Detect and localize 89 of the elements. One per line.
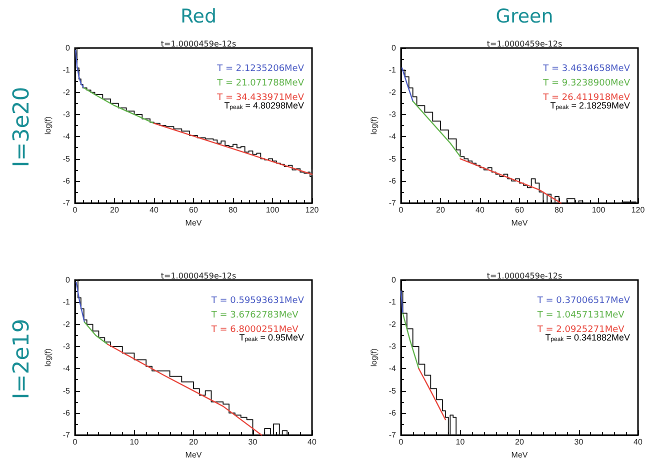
line-series [83, 87, 155, 124]
y-tick-label: -2 [388, 320, 397, 329]
y-tick-label: -7 [388, 198, 397, 208]
y-tick-label: -7 [388, 430, 397, 440]
text: T = 0.37006517MeV [536, 296, 631, 306]
x-tick-label: 40 [476, 206, 485, 215]
text: T = 9.3238900MeV [542, 78, 631, 88]
chart-subtitle: t=1.0000459e-12s [160, 40, 236, 48]
x-tick-label: 30 [248, 438, 258, 447]
y-tick-label: -1 [388, 298, 397, 307]
x-tick-label: 80 [228, 206, 238, 215]
y-tick-label: -1 [388, 66, 397, 75]
y-tick-label: -6 [388, 408, 397, 418]
y-tick-label: -5 [62, 154, 71, 164]
x-tick-label: 20 [189, 438, 198, 447]
y-tick-label: -2 [388, 88, 397, 97]
y-axis-title: log(f) [43, 116, 52, 135]
y-tick-label: -1 [62, 298, 71, 307]
text: T = 2.1235206MeV [216, 64, 305, 74]
chart-title: Green [496, 6, 554, 28]
x-tick-label: 40 [634, 438, 643, 447]
y-tick-label: 0 [392, 276, 397, 284]
line-series [412, 100, 461, 158]
x-axis-title: MeV [185, 450, 202, 460]
x-tick-label: 0 [72, 438, 78, 447]
line-series [74, 50, 84, 88]
y-tick-label: -5 [62, 386, 71, 396]
line-series [106, 344, 262, 436]
x-tick-label: 100 [592, 206, 606, 215]
x-tick-label: 100 [266, 206, 280, 215]
text: T = 34.433971MeV [216, 93, 305, 103]
x-tick-label: 10 [456, 438, 466, 447]
y-axis-title: log(f) [43, 348, 52, 367]
line-series [460, 158, 562, 204]
y-tick-label: -3 [62, 110, 71, 119]
y-tick-label: -4 [62, 132, 71, 142]
x-tick-label: 120 [305, 206, 320, 215]
x-tick-label: 40 [308, 438, 317, 447]
y-tick-label: -4 [388, 364, 397, 374]
x-tick-label: 40 [150, 206, 159, 215]
y-tick-label: -7 [62, 430, 71, 440]
x-tick-label: 20 [515, 438, 524, 447]
text: I=3e20 [10, 86, 34, 168]
y-axis-title: log(f) [369, 348, 378, 367]
x-tick-label: 20 [436, 206, 446, 215]
text: T = 3.6762783MeV [210, 310, 300, 320]
x-tick-label: 0 [398, 438, 404, 447]
y-tick-label: -5 [388, 154, 397, 164]
y-tick-label: -4 [388, 132, 397, 142]
x-tick-label: 120 [631, 206, 646, 215]
y-tick-label: -3 [388, 110, 397, 119]
x-tick-label: 0 [398, 206, 404, 215]
x-axis-title: MeV [511, 218, 528, 228]
x-tick-label: 80 [554, 206, 564, 215]
text: T = 21.071788MeV [216, 78, 305, 88]
y-tick-label: -1 [62, 66, 71, 75]
x-tick-label: 60 [515, 206, 524, 215]
y-tick-label: -6 [62, 408, 71, 418]
x-axis-title: MeV [185, 218, 202, 228]
y-axis-title: log(f) [369, 116, 378, 135]
y-tick-label: -4 [62, 364, 71, 374]
text: T = 3.4634658MeV [542, 64, 631, 74]
x-tick-label: 10 [130, 438, 140, 447]
y-tick-label: -3 [62, 342, 71, 351]
y-tick-label: 0 [66, 44, 71, 52]
chart-subtitle: t=1.0000459e-12s [486, 272, 562, 280]
text: T = 1.0457131MeV [536, 310, 626, 320]
y-tick-label: -3 [388, 342, 397, 351]
x-tick-label: 0 [72, 206, 78, 215]
x-tick-label: 20 [110, 206, 120, 215]
y-tick-label: -6 [62, 176, 71, 186]
y-tick-label: 0 [392, 44, 397, 52]
chart-title: Red [180, 6, 217, 28]
y-tick-label: -7 [62, 198, 71, 208]
y-tick-label: -6 [388, 176, 397, 186]
chart-subtitle: t=1.0000459e-12s [486, 40, 562, 48]
text: T = 2.0925271MeV [536, 325, 626, 335]
y-tick-label: -2 [62, 320, 71, 329]
x-tick-label: 30 [574, 438, 584, 447]
text: T = 26.411918MeV [542, 93, 631, 103]
y-tick-label: -2 [62, 88, 71, 97]
chart-subtitle: t=1.0000459e-12s [160, 272, 236, 280]
y-tick-label: 0 [66, 276, 71, 284]
x-tick-label: 60 [189, 206, 198, 215]
text: T = 6.8000251MeV [210, 325, 300, 335]
text: I=2e19 [10, 318, 34, 400]
x-axis-title: MeV [511, 450, 528, 460]
text: T = 0.59593631MeV [210, 296, 305, 306]
y-tick-label: -5 [388, 386, 397, 396]
